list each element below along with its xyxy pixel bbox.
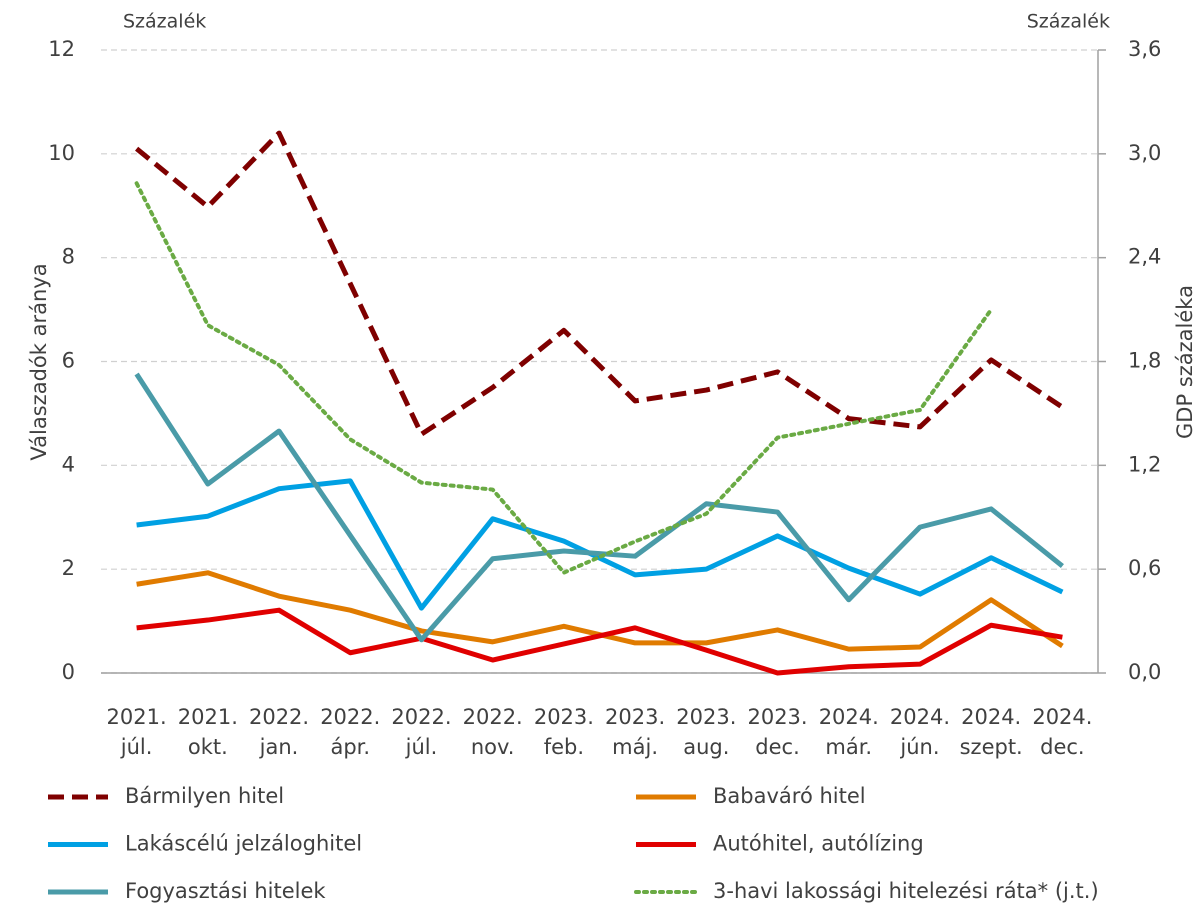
x-tick-label: szept. <box>960 735 1023 759</box>
x-tick-label: feb. <box>544 735 584 759</box>
series-line <box>135 130 1064 437</box>
y2-tick-label: 1,2 <box>1128 452 1161 476</box>
x-tick-label: már. <box>825 735 872 759</box>
x-tick-label: aug. <box>683 735 729 759</box>
y2-tick-label: 2,4 <box>1128 245 1161 269</box>
legend-label: Babaváró hitel <box>713 784 866 808</box>
series-line <box>134 372 1064 643</box>
legend-label: Lakáscélú jelzáloghitel <box>125 832 362 856</box>
y2-tick-label: 1,8 <box>1128 349 1161 373</box>
x-tick-label: okt. <box>188 735 228 759</box>
x-tick-label: 2022. <box>391 705 451 729</box>
series-line <box>136 607 1063 676</box>
series-line <box>134 181 994 575</box>
x-tick-label: 2024. <box>890 705 950 729</box>
x-tick-label: 2021. <box>178 705 238 729</box>
y-tick-label: 12 <box>48 37 75 61</box>
x-tick-label: 2022. <box>463 705 523 729</box>
x-tick-label: máj. <box>612 735 658 759</box>
y-unit-right: Százalék <box>1027 11 1110 33</box>
y2-tick-label: 0,6 <box>1128 556 1161 580</box>
x-tick-label: júl. <box>405 735 438 759</box>
y-axis-label: Válaszadók aránya <box>27 263 51 460</box>
x-tick-label: 2023. <box>747 705 807 729</box>
x-tick-label: júl. <box>120 735 153 759</box>
y2-tick-label: 0,0 <box>1128 660 1161 684</box>
x-tick-label: nov. <box>471 735 515 759</box>
x-tick-label: 2024. <box>819 705 879 729</box>
y-tick-label: 8 <box>62 245 75 269</box>
x-tick-label: 2023. <box>605 705 665 729</box>
x-tick-label: dec. <box>755 735 799 759</box>
legend-label: Fogyasztási hitelek <box>125 879 326 903</box>
y-tick-label: 2 <box>62 556 75 580</box>
x-tick-label: 2021. <box>107 705 167 729</box>
legend-label: Bármilyen hitel <box>125 784 284 808</box>
x-tick-label: ápr. <box>330 735 370 759</box>
x-tick-label: 2023. <box>676 705 736 729</box>
y2-axis-label: GDP százaléka <box>1173 285 1197 439</box>
legend-label: Autóhitel, autólízing <box>713 832 924 856</box>
y-tick-label: 0 <box>62 660 75 684</box>
y-tick-label: 4 <box>62 452 75 476</box>
x-tick-label: 2022. <box>320 705 380 729</box>
series-line <box>136 478 1064 611</box>
x-tick-label: jún. <box>899 735 939 759</box>
x-tick-label: 2022. <box>249 705 309 729</box>
legend-label: 3-havi lakossági hitelezési ráta* (j.t.) <box>713 879 1099 903</box>
y2-tick-label: 3,0 <box>1128 141 1161 165</box>
y-tick-label: 6 <box>62 349 75 373</box>
y-tick-label: 10 <box>48 141 75 165</box>
x-tick-label: jan. <box>259 735 299 759</box>
x-tick-label: 2024. <box>961 705 1021 729</box>
y-unit-left: Százalék <box>123 11 206 33</box>
x-tick-label: dec. <box>1040 735 1084 759</box>
y2-tick-label: 3,6 <box>1128 37 1161 61</box>
x-tick-label: 2024. <box>1032 705 1092 729</box>
x-tick-label: 2023. <box>534 705 594 729</box>
